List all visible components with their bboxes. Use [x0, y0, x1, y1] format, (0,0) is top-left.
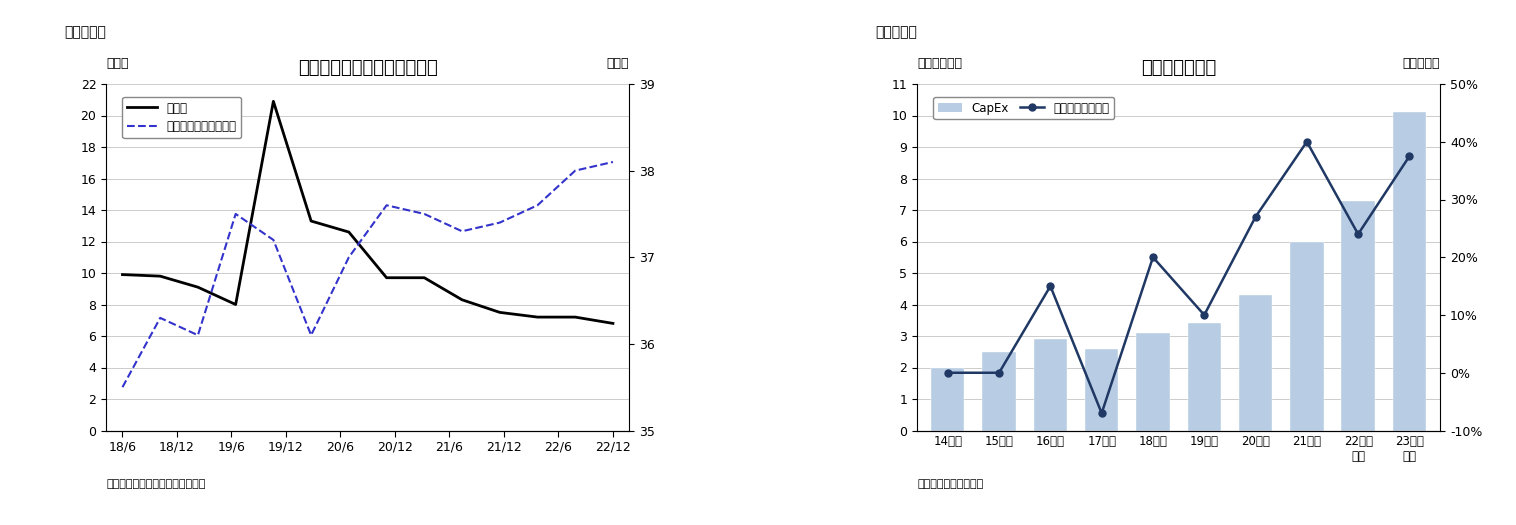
Bar	[1290, 242, 1323, 430]
Text: （資料）インド統計・計画実施省: （資料）インド統計・計画実施省	[106, 479, 206, 489]
Bar	[1342, 201, 1375, 430]
Title: 都市部の失業率と労働参加率: 都市部の失業率と労働参加率	[297, 59, 438, 77]
Text: （図表７）: （図表７）	[64, 25, 106, 39]
Text: （前年比）: （前年比）	[1402, 57, 1440, 70]
Bar	[1085, 349, 1119, 430]
Bar	[1034, 339, 1067, 430]
Text: （資料）インド財務省: （資料）インド財務省	[917, 479, 984, 489]
Legend: CapEx, 伸び率（右目盛）: CapEx, 伸び率（右目盛）	[934, 97, 1114, 119]
Text: （％）: （％）	[606, 57, 629, 70]
Text: （％）: （％）	[106, 57, 129, 70]
Legend: 失業率, 労働参加率（右目盛）: 失業率, 労働参加率（右目盛）	[123, 97, 241, 138]
Bar	[931, 368, 964, 430]
Text: （図表８）: （図表８）	[875, 25, 917, 39]
Bar	[1187, 323, 1220, 430]
Text: （兆ルピー）: （兆ルピー）	[917, 57, 963, 70]
Bar	[1393, 112, 1427, 430]
Title: 政府の資本支出: 政府の資本支出	[1142, 59, 1216, 77]
Bar	[982, 352, 1016, 430]
Bar	[1137, 333, 1170, 430]
Bar	[1239, 295, 1272, 430]
